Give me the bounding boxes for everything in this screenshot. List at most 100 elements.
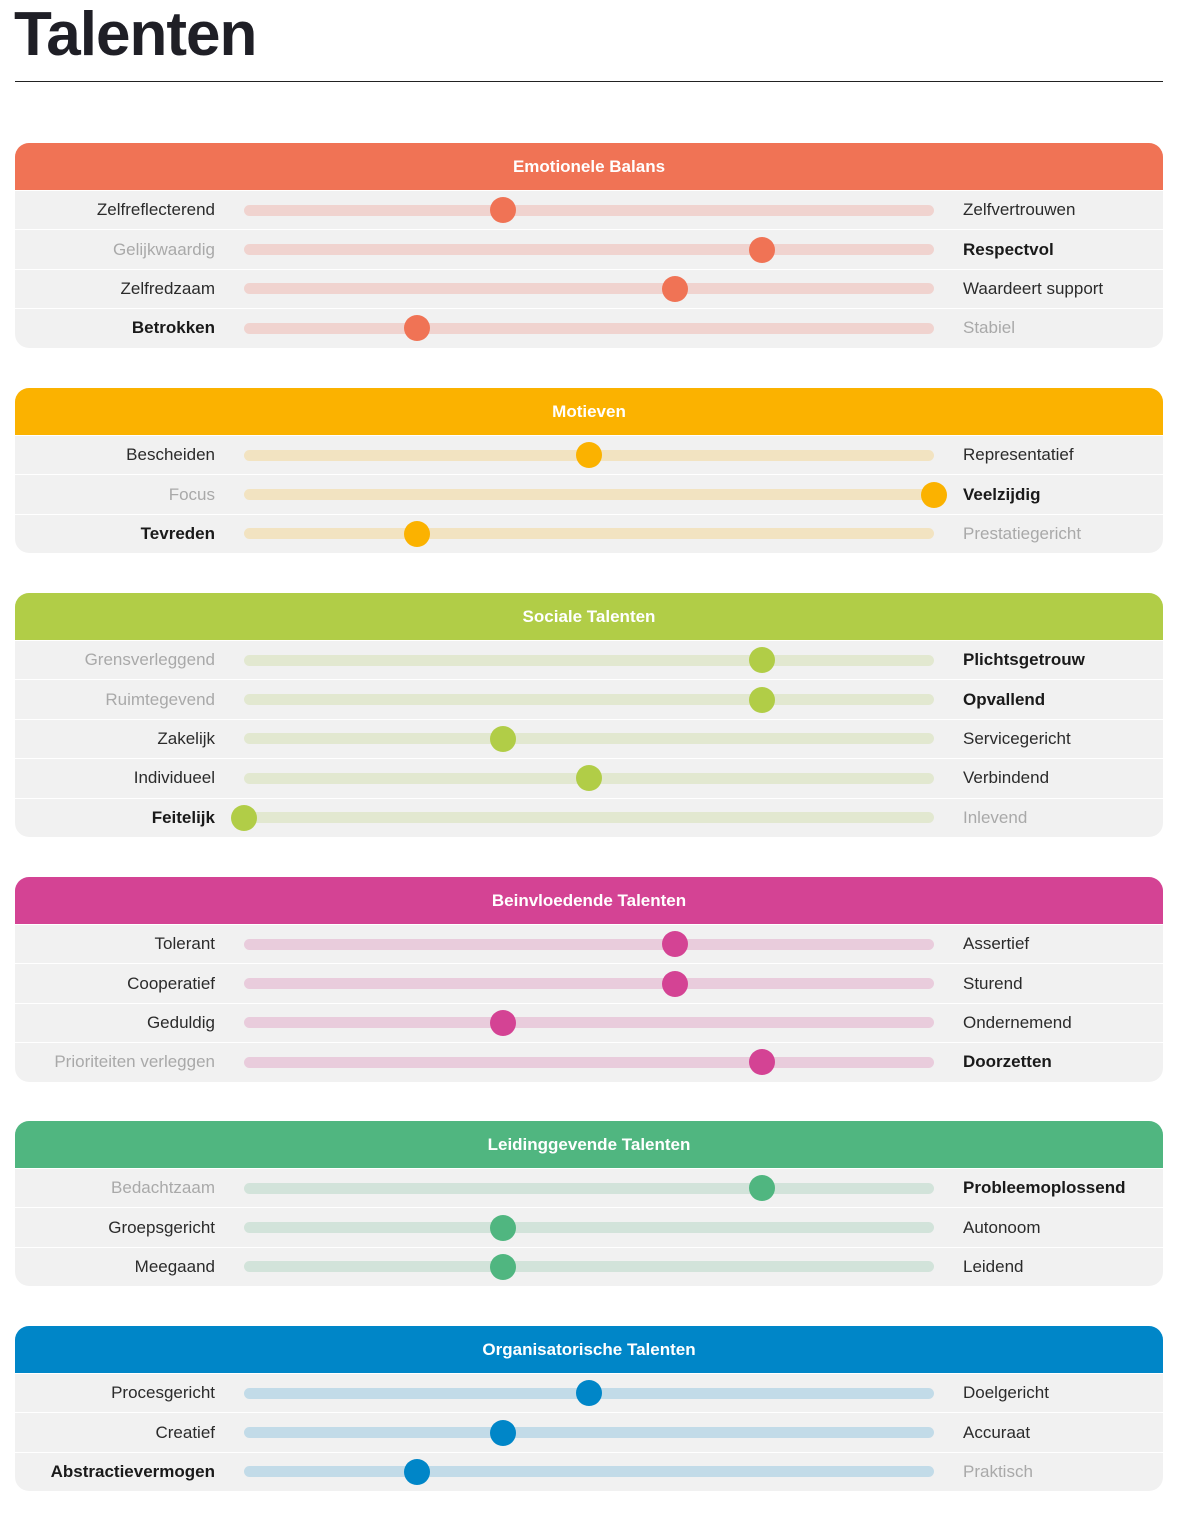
left-label: Meegaand xyxy=(134,1256,215,1276)
talent-row: Abstractievermogen Praktisch xyxy=(15,1451,1163,1491)
section-leidinggevende-talenten: Leidinggevende Talenten Bedachtzaam Proble… xyxy=(15,1121,1163,1287)
scale-track xyxy=(244,236,934,263)
talent-row: Zakelijk Servicegericht xyxy=(15,718,1163,758)
right-label: Sturend xyxy=(963,973,1023,993)
scale-knob xyxy=(403,1458,430,1485)
talent-row: Meegaand Leidend xyxy=(15,1246,1163,1286)
talent-row: Bedachtzaam Probleemoplossend xyxy=(15,1168,1163,1207)
scale-knob xyxy=(489,1214,516,1241)
scale-track xyxy=(244,686,934,713)
right-label: Inlevend xyxy=(963,807,1028,827)
scale-knob xyxy=(662,275,689,302)
left-label: Ruimtegevend xyxy=(105,689,215,709)
talent-row: Cooperatief Sturend xyxy=(15,963,1163,1002)
scale-knob xyxy=(403,315,430,342)
scale-track xyxy=(244,1214,934,1241)
right-label: Prestatiegericht xyxy=(963,523,1082,543)
right-label: Verbindend xyxy=(963,768,1050,788)
scale-track xyxy=(244,1380,934,1407)
scale-track xyxy=(244,315,934,342)
left-label: Zelfreflecterend xyxy=(96,200,215,220)
left-label: Individueel xyxy=(133,768,215,788)
left-label: Zakelijk xyxy=(157,728,215,748)
talent-row: Geduldig Ondernemend xyxy=(15,1002,1163,1042)
left-label: Feitelijk xyxy=(151,807,215,827)
left-label: Tolerant xyxy=(154,934,215,954)
scale-track xyxy=(244,442,934,469)
scale-track xyxy=(244,647,934,674)
right-label: Autonoom xyxy=(963,1217,1041,1237)
scale-knob xyxy=(489,725,516,752)
left-label: Zelfredzaam xyxy=(120,278,215,298)
scale-track xyxy=(244,725,934,752)
left-label: Cooperatief xyxy=(127,973,215,993)
right-label: Respectvol xyxy=(963,239,1054,259)
scale-track xyxy=(244,197,934,224)
scale-track xyxy=(244,481,947,508)
right-label: Servicegericht xyxy=(963,728,1071,748)
right-label: Probleemoplossend xyxy=(963,1178,1126,1198)
left-label: Betrokken xyxy=(131,318,215,338)
talent-row: Tolerant Assertief xyxy=(15,924,1163,963)
right-label: Representatief xyxy=(963,445,1074,465)
talent-row: Tevreden Prestatiegericht xyxy=(15,513,1163,553)
left-label: Bedachtzaam xyxy=(111,1178,215,1198)
section-motieven: Motieven Bescheiden Representatief Focus Vee… xyxy=(15,388,1163,554)
section-sociale-talenten: Sociale Talenten Grensverleggend Plichtsge… xyxy=(15,593,1163,837)
scale-track xyxy=(244,1009,934,1036)
section-header: Beinvloedende Talenten xyxy=(15,877,1163,924)
right-label: Praktisch xyxy=(963,1461,1033,1481)
scale-knob xyxy=(489,197,516,224)
scale-track xyxy=(244,275,934,302)
scale-track xyxy=(244,1175,934,1202)
left-label: Grensverleggend xyxy=(84,650,215,670)
talent-row: Focus Veelzijdig xyxy=(15,474,1163,513)
scale-knob xyxy=(489,1009,516,1036)
scale-track xyxy=(244,765,934,792)
right-label: Doorzetten xyxy=(963,1052,1052,1072)
scale-track xyxy=(244,1049,934,1076)
right-label: Waardeert support xyxy=(963,278,1104,298)
scale-track xyxy=(244,520,934,547)
scale-knob xyxy=(576,1380,602,1407)
scale-knob xyxy=(921,481,947,508)
scale-knob xyxy=(748,686,775,713)
section-beinvloedende-talenten: Beinvloedende Talenten Tolerant Assertief C… xyxy=(15,877,1163,1082)
talent-row: Betrokken Stabiel xyxy=(15,308,1163,347)
talent-row: Ruimtegevend Opvallend xyxy=(15,679,1163,718)
scale-track xyxy=(231,804,934,831)
scale-knob xyxy=(489,1419,516,1446)
right-label: Assertief xyxy=(963,934,1030,954)
section-header: Emotionele Balans xyxy=(15,143,1163,190)
scale-knob xyxy=(662,931,689,958)
scale-knob xyxy=(748,647,775,674)
right-label: Veelzijdig xyxy=(963,484,1041,504)
section-emotionele-balans: Emotionele Balans Zelfreflecterend Zelfver… xyxy=(15,143,1163,348)
left-label: Abstractievermogen xyxy=(50,1461,215,1481)
left-label: Bescheiden xyxy=(126,445,215,465)
left-label: Gelijkwaardig xyxy=(112,239,215,259)
section-organisatorische-talenten: Organisatorische Talenten Procesgericht Do… xyxy=(15,1326,1163,1492)
talent-row: Bescheiden Representatief xyxy=(15,435,1163,474)
scale-knob xyxy=(576,442,602,469)
scale-knob xyxy=(403,520,430,547)
scale-knob xyxy=(748,1049,775,1076)
left-label: Procesgericht xyxy=(111,1383,215,1403)
scale-track xyxy=(244,1458,934,1485)
talent-row: Zelfreflecterend Zelfvertrouwen xyxy=(15,190,1163,229)
scale-track xyxy=(244,1253,934,1280)
scale-knob xyxy=(489,1253,516,1280)
section-header: Sociale Talenten xyxy=(15,593,1163,640)
left-label: Groepsgericht xyxy=(108,1217,215,1237)
scale-knob xyxy=(576,765,602,792)
right-label: Leidend xyxy=(963,1256,1024,1276)
page-title: Talenten xyxy=(14,0,257,69)
talent-row: Grensverleggend Plichtsgetrouw xyxy=(15,640,1163,679)
section-header: Organisatorische Talenten xyxy=(15,1326,1163,1373)
scale-track xyxy=(244,1419,934,1446)
left-label: Creatief xyxy=(155,1422,215,1442)
talent-row: Zelfredzaam Waardeert support xyxy=(15,268,1163,308)
right-label: Opvallend xyxy=(963,689,1046,709)
title-divider xyxy=(15,81,1163,82)
left-label: Prioriteiten verleggen xyxy=(54,1052,215,1072)
